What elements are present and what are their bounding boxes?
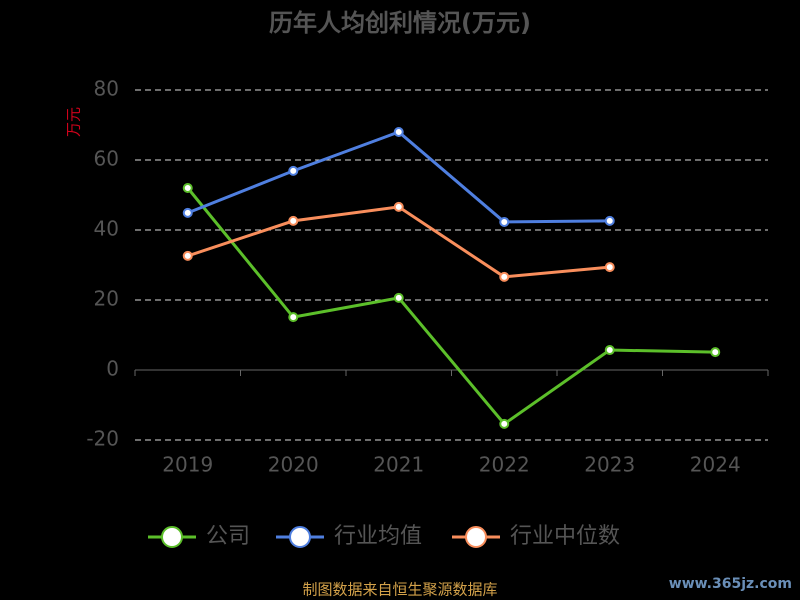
legend-marker bbox=[289, 526, 311, 548]
legend-marker bbox=[465, 526, 487, 548]
data-point bbox=[182, 207, 193, 218]
data-point bbox=[499, 271, 510, 282]
data-point bbox=[182, 183, 193, 193]
data-point bbox=[288, 165, 299, 176]
source-note: 制图数据来自恒生聚源数据库 bbox=[302, 581, 497, 599]
x-tick-label: 2023 bbox=[584, 453, 635, 477]
data-point bbox=[604, 262, 615, 273]
data-point bbox=[393, 127, 404, 137]
y-tick-label: 60 bbox=[94, 147, 119, 171]
y-tick-label: 0 bbox=[106, 357, 119, 381]
legend-label: 行业中位数 bbox=[510, 524, 620, 549]
data-point bbox=[499, 216, 510, 227]
x-tick-label: 2020 bbox=[268, 453, 319, 477]
x-tick-label: 2021 bbox=[373, 453, 424, 477]
data-point bbox=[288, 312, 299, 323]
data-point bbox=[604, 215, 615, 226]
legend-marker bbox=[161, 526, 183, 548]
legend-label: 行业均值 bbox=[334, 524, 422, 549]
y-tick-label: -20 bbox=[86, 427, 119, 451]
data-point bbox=[393, 201, 404, 212]
data-point bbox=[288, 215, 299, 226]
y-axis-label: 万元 bbox=[65, 107, 83, 137]
data-point bbox=[393, 292, 404, 303]
data-point bbox=[182, 250, 193, 261]
x-tick-label: 2022 bbox=[479, 453, 530, 477]
data-point bbox=[710, 347, 721, 358]
x-tick-label: 2019 bbox=[162, 453, 213, 477]
data-point bbox=[604, 345, 615, 356]
data-point bbox=[499, 418, 510, 429]
y-tick-label: 40 bbox=[94, 217, 119, 241]
x-tick-label: 2024 bbox=[690, 453, 741, 477]
series-line bbox=[186, 187, 716, 426]
legend-label: 公司 bbox=[206, 524, 250, 549]
y-tick-label: 20 bbox=[94, 287, 119, 311]
watermark: www.365jz.com bbox=[669, 576, 792, 592]
y-tick-label: 80 bbox=[94, 77, 119, 101]
chart-title: 历年人均创利情况(万元) bbox=[269, 9, 531, 37]
